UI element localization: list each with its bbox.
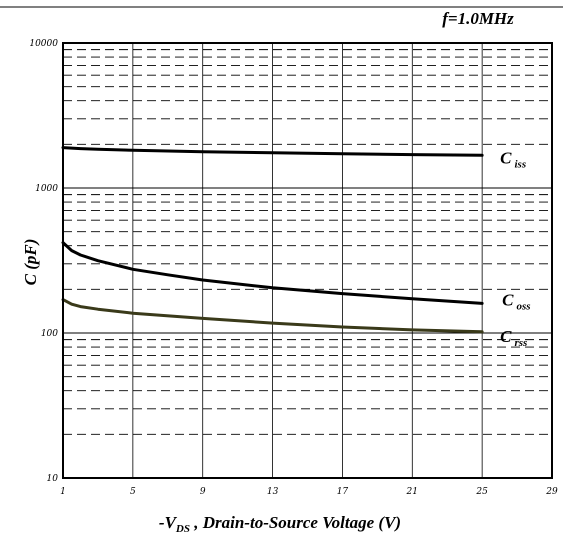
series-line-oss bbox=[61, 241, 484, 305]
series-line-iss bbox=[61, 146, 484, 157]
y-tick-label: 10 bbox=[47, 474, 59, 484]
y-axis-title: C (pF) bbox=[21, 239, 40, 286]
x-tick-label: 13 bbox=[267, 487, 279, 497]
series-line-rss bbox=[61, 298, 484, 334]
y-tick-label: 1000 bbox=[35, 184, 58, 194]
x-tick-label: 9 bbox=[200, 487, 206, 497]
plot-frame bbox=[62, 42, 553, 479]
x-tick-label: 25 bbox=[475, 487, 488, 497]
frequency-title: f=1.0MHz bbox=[442, 9, 514, 28]
grid bbox=[63, 43, 552, 478]
x-tick-label: 1 bbox=[60, 487, 66, 497]
x-tick-label: 21 bbox=[406, 487, 418, 497]
y-tick-label: 100 bbox=[41, 329, 58, 339]
tick-labels: 1 5 9 13 17 21 25 29 10 100 1000 10000 bbox=[29, 39, 558, 497]
x-axis-title: -VDS , Drain-to-Source Voltage (V) bbox=[159, 513, 401, 535]
x-tick-label: 29 bbox=[545, 487, 558, 497]
x-tick-label: 5 bbox=[130, 487, 136, 497]
series-lines bbox=[61, 146, 484, 334]
x-tick-label: 17 bbox=[337, 487, 349, 497]
y-tick-label: 10000 bbox=[29, 39, 58, 49]
